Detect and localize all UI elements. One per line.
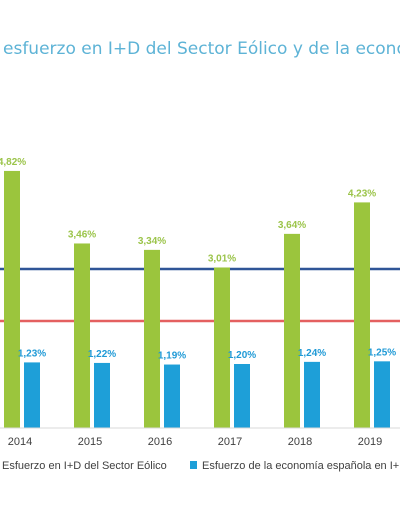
reference-lines [0, 267, 400, 323]
x-tick-2017: 2017 [218, 436, 242, 448]
bar-economia-espanola-2015 [94, 362, 110, 428]
bars-group [4, 170, 390, 428]
data-label-economia-espanola-2015: 1,22% [88, 349, 116, 360]
bar-sector-eolico-2014 [4, 170, 20, 428]
data-label-sector-eolico-2018: 3,64% [278, 220, 306, 231]
x-tick-2018: 2018 [288, 436, 312, 448]
legend: Esfuerzo en I+D del Sector Eólico Esfuer… [2, 460, 400, 472]
bar-sector-eolico-2018 [284, 233, 300, 428]
legend-label-sector-eolico: Esfuerzo en I+D del Sector Eólico [2, 460, 167, 472]
data-label-sector-eolico-2014: 4,82% [0, 157, 26, 168]
data-label-economia-espanola-2016: 1,19% [158, 351, 186, 362]
data-labels-group: 4,82% 3,46% 3,34% 3,01% 3,64% 4,23% 1,23% 1,22%… [0, 157, 396, 362]
x-tick-2019: 2019 [358, 436, 382, 448]
bar-sector-eolico-2019 [354, 202, 370, 428]
bar-economia-espanola-2016 [164, 364, 180, 428]
data-label-economia-espanola-2017: 1,20% [228, 350, 256, 361]
bar-sector-eolico-2015 [74, 243, 90, 428]
bar-economia-espanola-2019 [374, 361, 390, 428]
legend-label-economia-espanola: Esfuerzo de la economía española en I+D [202, 460, 400, 472]
data-label-sector-eolico-2019: 4,23% [348, 188, 376, 199]
legend-swatch-economia-espanola [190, 461, 197, 469]
x-tick-labels: 2014 2015 2016 2017 2018 2019 [8, 436, 382, 448]
x-tick-2015: 2015 [78, 436, 102, 448]
data-label-economia-espanola-2014: 1,23% [18, 348, 46, 359]
data-label-sector-eolico-2016: 3,34% [138, 236, 166, 247]
chart-title: esfuerzo en I+D del Sector Eólico y de l… [3, 39, 400, 59]
x-tick-2016: 2016 [148, 436, 172, 448]
x-tick-2014: 2014 [8, 436, 32, 448]
bar-economia-espanola-2014 [24, 362, 40, 428]
bar-economia-espanola-2018 [304, 361, 320, 428]
bar-economia-espanola-2017 [234, 364, 250, 428]
data-label-sector-eolico-2017: 3,01% [208, 253, 236, 264]
bar-sector-eolico-2016 [144, 249, 160, 428]
data-label-economia-espanola-2019: 1,25% [368, 347, 396, 358]
bar-sector-eolico-2017 [214, 267, 230, 428]
data-label-sector-eolico-2015: 3,46% [68, 229, 96, 240]
data-label-economia-espanola-2018: 1,24% [298, 348, 326, 359]
